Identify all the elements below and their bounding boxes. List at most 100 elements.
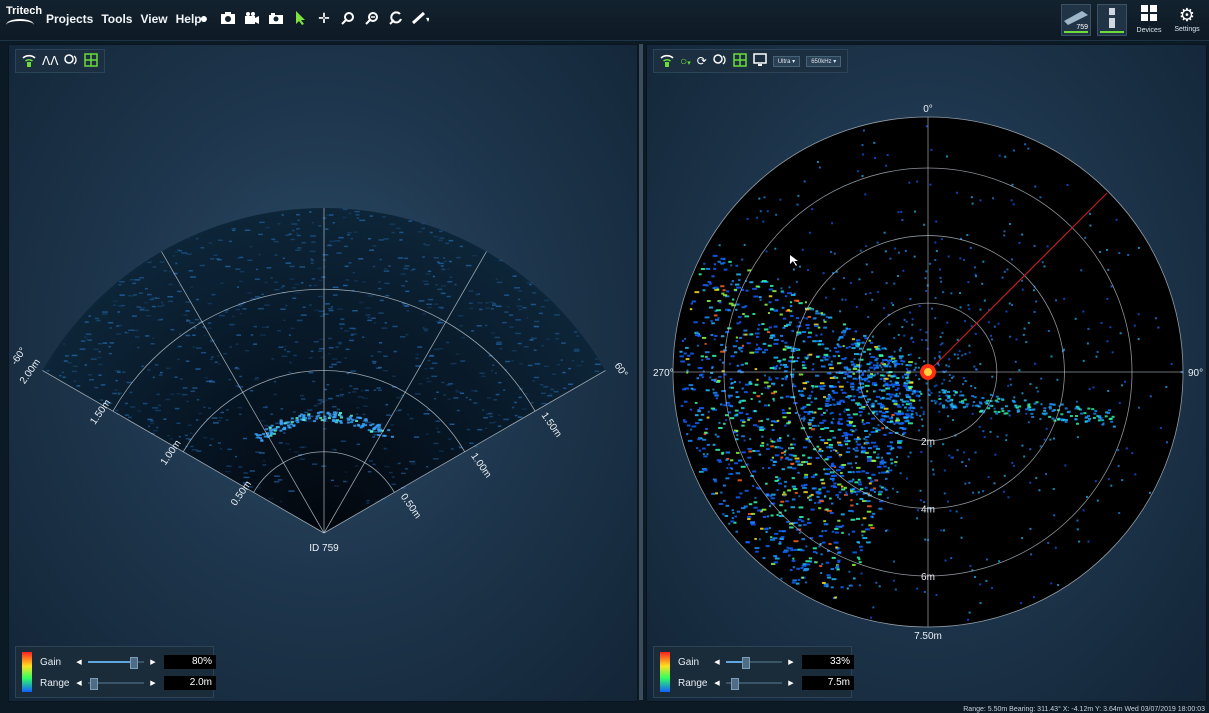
range-increase-arrow[interactable]: ▶	[788, 680, 794, 687]
range-slider[interactable]	[88, 678, 144, 690]
gain-decrease-arrow[interactable]: ◀	[714, 659, 720, 666]
range-row: Range ◀ ▶ 7.5m	[678, 674, 854, 692]
reset-zoom-icon[interactable]	[387, 8, 405, 28]
circle-scan-icon[interactable]: ○▾	[680, 54, 691, 68]
gain-increase-arrow[interactable]: ▶	[150, 659, 156, 666]
tritech-logo: Tritech	[6, 5, 43, 33]
range-label: Range	[40, 677, 70, 689]
grid-icon[interactable]	[84, 52, 99, 70]
range-label-right: 1.00m	[468, 451, 493, 480]
menu-help[interactable]: Help	[175, 12, 202, 26]
sonar-center-core	[924, 368, 932, 376]
video-camera-icon[interactable]	[243, 8, 261, 28]
signal-icon[interactable]: ᐱᐱ	[42, 54, 59, 68]
record-icon[interactable]: ●	[199, 10, 209, 26]
device-thumbnail-759[interactable]: 759	[1061, 4, 1091, 36]
menu-tools[interactable]: Tools	[101, 12, 133, 26]
polar-range-label: 4m	[921, 504, 935, 515]
menu-view[interactable]: View	[140, 12, 168, 26]
camera-icon[interactable]	[219, 8, 237, 28]
angle-label-left: -60°	[9, 346, 29, 367]
gain-value[interactable]: 33%	[802, 655, 854, 669]
gain-label: Gain	[678, 656, 700, 668]
range-label: Range	[678, 677, 708, 689]
mode-select[interactable]: Ultra ▾	[772, 55, 801, 67]
mouse-cursor	[790, 255, 798, 266]
status-bar: Range: 5.50m Bearing: 311.43° X: -4.12m …	[963, 706, 1205, 713]
range-label-left: 0.50m	[229, 479, 254, 508]
refresh-icon[interactable]: ⟳	[696, 54, 707, 68]
range-label-right: 1.50m	[539, 411, 564, 440]
right-sonar-polar-view[interactable]: 0° 90° 270° 2m 4m 6m 7.50m	[647, 45, 1206, 645]
left-panel-toolbar: ᐱᐱ	[15, 49, 106, 73]
top-bar: Tritech Projects Tools View Help ● ✛	[0, 0, 1209, 41]
ping-wifi-icon[interactable]	[22, 53, 36, 70]
gain-row: Gain ◀ ▶ 80%	[40, 653, 216, 671]
acoustic-icon[interactable]	[713, 53, 727, 70]
range-value[interactable]: 2.0m	[164, 676, 216, 690]
gain-slider[interactable]	[726, 657, 782, 669]
menu-projects[interactable]: Projects	[46, 12, 94, 26]
panel-splitter[interactable]	[639, 44, 643, 700]
polar-range-label: 6m	[921, 572, 935, 583]
right-gain-range-control: Gain ◀ ▶ 33% Range ◀ ▶ 7.5m	[653, 646, 854, 698]
device-area: 759 Devices ⚙ Settings	[1061, 4, 1203, 36]
gain-row: Gain ◀ ▶ 33%	[678, 653, 854, 671]
acoustic-icon[interactable]	[64, 53, 78, 70]
bearing-label-90: 90°	[1188, 368, 1203, 379]
gain-label: Gain	[40, 656, 62, 668]
left-gain-range-control: Gain ◀ ▶ 80% Range ◀ ▶ 2.0m	[15, 646, 216, 698]
polar-range-label: 2m	[921, 437, 935, 448]
polar-range-grid	[672, 116, 1184, 628]
range-grid	[42, 208, 606, 534]
range-decrease-arrow[interactable]: ◀	[76, 680, 82, 687]
devices-button[interactable]: Devices	[1133, 4, 1165, 34]
zoom-out-icon[interactable]	[363, 8, 381, 28]
range-slider[interactable]	[726, 678, 782, 690]
range-row: Range ◀ ▶ 2.0m	[40, 674, 216, 692]
logo-text: Tritech	[6, 5, 43, 17]
gear-icon: ⚙	[1178, 5, 1196, 25]
left-sonar-panel[interactable]: ᐱᐱ ID 759 -60° 60° 0.50m 0.50m 1.00m 1.00m 1…	[8, 44, 638, 702]
range-label-right: 0.50m	[398, 492, 423, 521]
device-thumbnail-2[interactable]	[1097, 4, 1127, 36]
settings-label: Settings	[1174, 26, 1200, 33]
range-increase-arrow[interactable]: ▶	[150, 680, 156, 687]
gain-value[interactable]: 80%	[164, 655, 216, 669]
settings-button[interactable]: ⚙ Settings	[1171, 4, 1203, 33]
gain-decrease-arrow[interactable]: ◀	[76, 659, 82, 666]
bearing-cursor-line	[927, 192, 1108, 373]
devices-icon	[1133, 4, 1165, 27]
grid-icon[interactable]	[733, 52, 747, 70]
zoom-in-icon[interactable]	[339, 8, 357, 28]
pointer-icon[interactable]	[291, 8, 309, 28]
menu-bar: Projects Tools View Help	[46, 12, 202, 26]
polar-range-label: 7.50m	[914, 631, 942, 642]
color-scale-bar	[22, 652, 32, 692]
device-thumbnail-label: 759	[1076, 24, 1088, 31]
screen-capture-icon[interactable]	[267, 8, 285, 28]
frequency-select-value: 650kHz	[811, 58, 832, 65]
bearing-label-0: 0°	[923, 104, 933, 115]
right-sonar-panel[interactable]: ○▾ ⟳ Ultra ▾ 650kHz ▾ 0° 90° 270° 2m 4m 6m…	[646, 44, 1207, 702]
right-panel-toolbar: ○▾ ⟳ Ultra ▾ 650kHz ▾	[653, 49, 849, 73]
display-icon[interactable]	[753, 52, 767, 70]
frequency-select[interactable]: 650kHz ▾	[806, 55, 842, 67]
angle-label-right: 60°	[612, 361, 630, 380]
left-sonar-fan-view[interactable]: ID 759 -60° 60° 0.50m 0.50m 1.00m 1.00m 1.50…	[9, 45, 637, 645]
range-value[interactable]: 7.5m	[802, 676, 854, 690]
gain-slider[interactable]	[88, 657, 144, 669]
bearing-label-270: 270°	[653, 368, 674, 379]
color-scale-bar	[660, 652, 670, 692]
sonar-id-label: ID 759	[309, 543, 339, 554]
main-toolbar: ● ✛ ▾	[195, 8, 429, 28]
ping-wifi-icon[interactable]	[660, 53, 674, 70]
devices-label: Devices	[1136, 27, 1162, 34]
sonar-echo-returns	[46, 208, 601, 504]
gain-increase-arrow[interactable]: ▶	[788, 659, 794, 666]
measure-icon[interactable]: ▾	[411, 8, 429, 28]
range-label-left: 1.50m	[88, 398, 113, 427]
range-label-left: 1.00m	[159, 438, 184, 467]
range-decrease-arrow[interactable]: ◀	[714, 680, 720, 687]
pan-icon[interactable]: ✛	[318, 9, 330, 26]
